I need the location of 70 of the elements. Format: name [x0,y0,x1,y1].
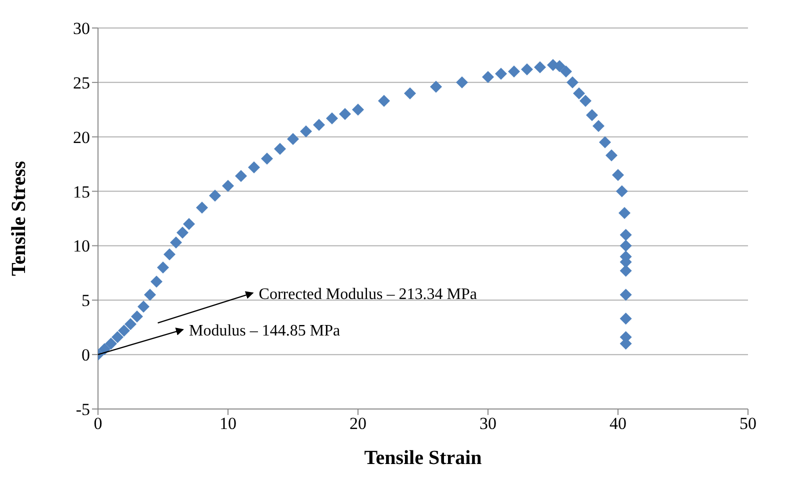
point [326,112,338,124]
point [606,149,618,162]
annotation: Corrected Modulus – 213.34 MPa [258,286,478,303]
point [118,324,130,337]
point [495,68,507,80]
y-tick-label: 15 [73,182,90,202]
x-tick-label: 50 [740,414,756,434]
point [138,300,150,313]
point [339,108,351,120]
point [209,190,221,202]
point [508,66,520,78]
point [566,76,578,88]
point [112,331,124,344]
point [274,142,286,155]
point [98,343,110,356]
point [620,312,632,325]
y-tick-label: 25 [73,73,90,92]
point [352,104,364,116]
point [620,264,632,277]
point [150,276,162,288]
point [131,310,143,322]
x-tick-label: 40 [610,414,626,434]
point [287,133,299,146]
point [261,152,273,165]
point [124,318,136,330]
point [157,261,169,274]
y-tick-label: -5 [76,400,90,420]
point [430,80,442,93]
x-axis-title: Tensile Strain [364,447,482,469]
x-tick-label: 20 [350,414,366,434]
point [573,87,585,100]
x-tick-label: 10 [220,414,236,434]
point [618,207,630,220]
point [235,170,247,182]
x-tick-label: 30 [480,414,496,434]
point [586,109,598,122]
point [620,228,632,241]
point [144,288,156,301]
y-tick-label: 5 [82,291,90,310]
point [620,240,632,252]
point [183,218,195,230]
point [580,94,592,107]
point [404,87,416,100]
point [164,248,176,260]
point [300,125,312,138]
point [248,161,260,174]
y-tick-label: 0 [82,346,90,365]
point [521,63,533,76]
point [560,66,572,78]
y-tick-label: 20 [73,128,90,147]
point [534,61,546,74]
point [222,180,234,192]
point [313,118,325,131]
y-tick-label: 10 [73,236,90,256]
point [456,76,468,88]
y-tick-label: 30 [73,19,90,38]
point [616,185,628,198]
point [105,338,117,350]
point [196,202,208,214]
point [170,236,182,248]
point [599,136,611,148]
point [176,226,188,239]
point [482,70,494,83]
point [592,120,604,132]
y-axis-title: Tensile Stress [8,160,30,276]
x-tick-label: 0 [94,414,102,434]
point [620,288,632,301]
annotation: Modulus – 144.85 MPa [189,322,340,340]
point [612,168,624,181]
point [378,94,390,107]
